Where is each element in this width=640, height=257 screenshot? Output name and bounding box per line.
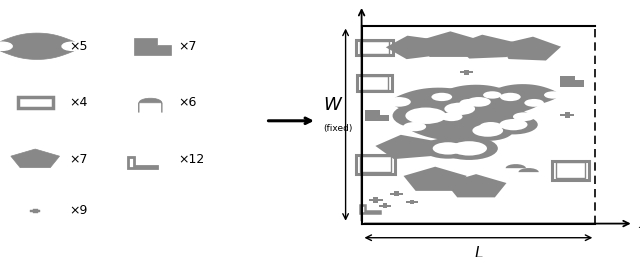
- Bar: [465, 148, 472, 149]
- Bar: [379, 205, 390, 207]
- Polygon shape: [11, 149, 60, 168]
- Polygon shape: [392, 88, 486, 116]
- Polygon shape: [417, 31, 484, 57]
- Polygon shape: [408, 113, 497, 140]
- Circle shape: [72, 44, 81, 48]
- Polygon shape: [134, 38, 171, 54]
- Circle shape: [513, 112, 535, 121]
- Circle shape: [440, 137, 498, 160]
- Circle shape: [403, 122, 426, 131]
- Bar: [30, 210, 40, 212]
- Bar: [360, 41, 389, 54]
- Circle shape: [524, 99, 544, 107]
- Polygon shape: [365, 110, 389, 121]
- Bar: [369, 199, 383, 201]
- Bar: [356, 154, 395, 174]
- Text: ×7: ×7: [178, 40, 196, 53]
- Polygon shape: [386, 36, 442, 59]
- Text: (fixed): (fixed): [323, 124, 353, 133]
- Bar: [556, 162, 586, 178]
- Circle shape: [489, 115, 538, 134]
- Bar: [467, 147, 470, 150]
- Bar: [357, 75, 392, 91]
- Bar: [394, 191, 399, 196]
- Polygon shape: [376, 135, 435, 159]
- Bar: [33, 209, 38, 213]
- Text: ×12: ×12: [178, 153, 204, 166]
- Circle shape: [444, 103, 475, 115]
- Text: ×7: ×7: [69, 153, 88, 166]
- Bar: [356, 40, 393, 55]
- Circle shape: [0, 42, 12, 50]
- Bar: [18, 97, 53, 108]
- Polygon shape: [506, 164, 526, 175]
- Bar: [465, 70, 469, 75]
- Polygon shape: [404, 167, 467, 191]
- Circle shape: [422, 138, 474, 159]
- Bar: [390, 193, 403, 195]
- Polygon shape: [436, 85, 516, 109]
- Text: $x$: $x$: [638, 217, 640, 231]
- Circle shape: [467, 97, 491, 107]
- Bar: [360, 156, 391, 172]
- Text: ×5: ×5: [69, 40, 88, 53]
- Polygon shape: [139, 98, 162, 113]
- Circle shape: [462, 120, 513, 141]
- Bar: [422, 115, 429, 116]
- Circle shape: [460, 99, 479, 107]
- Text: $W$: $W$: [323, 96, 344, 114]
- Circle shape: [433, 142, 463, 154]
- Circle shape: [62, 42, 83, 50]
- Polygon shape: [500, 37, 561, 61]
- Text: ×9: ×9: [69, 204, 88, 217]
- Polygon shape: [445, 174, 506, 197]
- Polygon shape: [0, 33, 79, 59]
- Circle shape: [440, 112, 463, 121]
- Polygon shape: [454, 35, 515, 59]
- Circle shape: [434, 98, 485, 119]
- Circle shape: [387, 97, 411, 107]
- Bar: [560, 114, 574, 116]
- Circle shape: [451, 141, 487, 155]
- Bar: [373, 197, 378, 203]
- Polygon shape: [464, 91, 540, 114]
- Polygon shape: [518, 168, 539, 179]
- Circle shape: [499, 119, 527, 130]
- Text: $L$: $L$: [474, 245, 483, 257]
- Bar: [410, 199, 414, 204]
- Polygon shape: [560, 76, 584, 87]
- Circle shape: [392, 102, 459, 129]
- Circle shape: [500, 93, 521, 101]
- Circle shape: [479, 122, 502, 131]
- Text: ×4: ×4: [69, 96, 88, 109]
- Circle shape: [483, 91, 502, 99]
- Polygon shape: [487, 84, 559, 106]
- Bar: [460, 71, 473, 73]
- Bar: [424, 114, 428, 117]
- Text: ×6: ×6: [178, 96, 196, 109]
- Circle shape: [544, 91, 563, 99]
- Bar: [361, 76, 388, 90]
- Circle shape: [0, 44, 2, 48]
- Polygon shape: [445, 104, 531, 130]
- Bar: [406, 201, 417, 203]
- Circle shape: [472, 124, 503, 137]
- Circle shape: [405, 107, 446, 124]
- Circle shape: [431, 93, 452, 101]
- Bar: [383, 204, 387, 208]
- Bar: [552, 161, 589, 180]
- Bar: [564, 112, 570, 117]
